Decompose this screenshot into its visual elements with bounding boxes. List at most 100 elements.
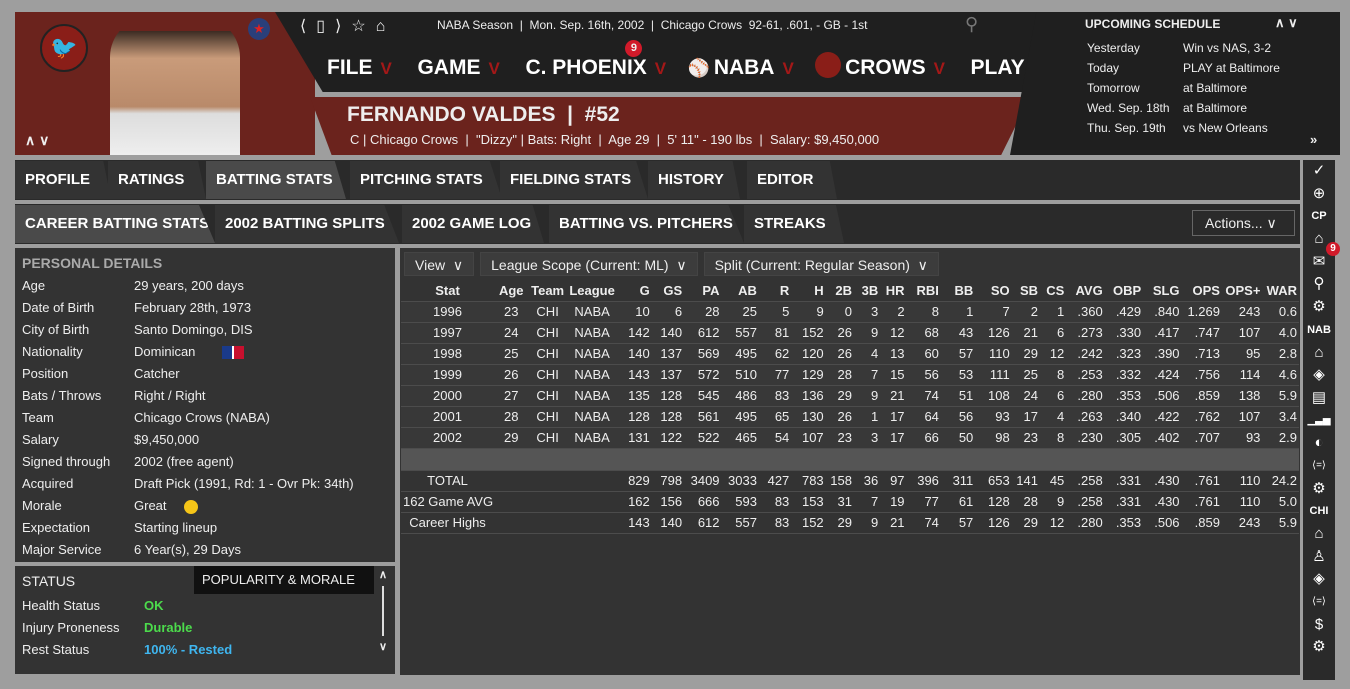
- table-row[interactable]: 2002 29 CHI NABA 131 122 522 465 54 107 23 3 17 66 50 9…: [401, 427, 1299, 449]
- column-header[interactable]: AVG: [1066, 280, 1105, 302]
- scrollbar[interactable]: ∧ ∨: [379, 569, 388, 653]
- home-icon[interactable]: ⌂: [1314, 343, 1324, 361]
- gear-icon[interactable]: ⚙: [1312, 298, 1326, 316]
- league-scope-dropdown[interactable]: League Scope (Current: ML) ∨: [480, 252, 698, 276]
- back-icon[interactable]: ⟨: [300, 18, 317, 35]
- actions-button[interactable]: Actions... ∨: [1192, 210, 1295, 236]
- tab-pitching-stats[interactable]: PITCHING STATS: [350, 161, 502, 199]
- subtab-vs-pitchers[interactable]: BATTING VS. PITCHERS: [549, 205, 744, 243]
- column-header[interactable]: RBI: [906, 280, 941, 302]
- menu-crows[interactable]: CROWS V: [815, 52, 945, 79]
- tab-fielding-stats[interactable]: FIELDING STATS: [500, 161, 648, 199]
- tab-editor[interactable]: EDITOR: [747, 161, 837, 199]
- location-icon[interactable]: ◈: [1313, 570, 1325, 588]
- tab-ratings[interactable]: RATINGS: [108, 161, 206, 199]
- nav-buttons[interactable]: ⟨▯⟩☆⌂: [300, 16, 395, 36]
- star-icon[interactable]: ☆: [351, 18, 376, 35]
- tab-popularity-morale[interactable]: POPULARITY & MORALE: [194, 566, 374, 594]
- view-dropdown[interactable]: View ∨: [404, 252, 475, 276]
- menu-naba[interactable]: ⚾ NABA V: [687, 56, 794, 79]
- expand-icon[interactable]: »: [1310, 132, 1318, 147]
- table-cell: 122: [651, 427, 685, 449]
- column-header[interactable]: HR: [880, 280, 907, 302]
- schedule-row[interactable]: Today PLAY at Baltimore: [1087, 58, 1280, 78]
- team-logo[interactable]: 🐦: [40, 24, 88, 72]
- home-icon[interactable]: ⌂: [1314, 230, 1324, 248]
- menu-game[interactable]: GAME V: [417, 56, 500, 79]
- column-header[interactable]: SB: [1011, 280, 1040, 302]
- transaction-icon[interactable]: ⟨=⟩: [1312, 459, 1326, 471]
- baseball-icon[interactable]: ◐: [1314, 434, 1324, 452]
- table-cell: 569: [684, 343, 722, 365]
- table-row[interactable]: 2000 27 CHI NABA 135 128 545 486 83 136 29 9 21 74 51 1…: [401, 385, 1299, 407]
- table-row[interactable]: 1996 23 CHI NABA 10 6 28 25 5 9 0 3 2 8 1 7 2 1.360.429.8…: [401, 301, 1299, 323]
- subtab-streaks[interactable]: STREAKS: [744, 205, 844, 243]
- gear-icon[interactable]: ⚙: [1312, 479, 1326, 497]
- column-header[interactable]: BB: [940, 280, 976, 302]
- id-card-icon[interactable]: ▤: [1311, 388, 1327, 406]
- column-header[interactable]: OPS: [1181, 280, 1222, 302]
- forward-icon[interactable]: ⟩: [335, 18, 352, 35]
- summary-row[interactable]: Career Highs 143 140 612 557 83 152 29 9 21 74 57 12…: [401, 512, 1299, 534]
- summary-row[interactable]: 162 Game AVG 162 156 666 593 83 153 31 7 19 77 61 12…: [401, 491, 1299, 513]
- column-header[interactable]: AB: [721, 280, 759, 302]
- tab-batting-stats[interactable]: BATTING STATS: [206, 161, 346, 199]
- tab-history[interactable]: HISTORY: [648, 161, 740, 199]
- bar-chart-icon[interactable]: ▁▃▅: [1307, 414, 1331, 426]
- mail-icon[interactable]: ✉ 9: [1303, 241, 1340, 274]
- schedule-row[interactable]: Thu. Sep. 19th vs New Orleans: [1087, 118, 1280, 138]
- gear-icon[interactable]: ⚙: [1312, 638, 1326, 656]
- home-icon[interactable]: ⌂: [375, 18, 396, 35]
- column-header[interactable]: R: [758, 280, 792, 302]
- column-header[interactable]: CS: [1040, 280, 1067, 302]
- column-header[interactable]: 3B: [853, 280, 881, 302]
- status-row: Health Status OK: [22, 595, 164, 617]
- column-header[interactable]: PA: [684, 280, 722, 302]
- home-icon[interactable]: ⌂: [1314, 525, 1324, 542]
- dollar-icon[interactable]: $: [1314, 615, 1324, 633]
- column-header[interactable]: G: [617, 280, 652, 302]
- bookmark-icon[interactable]: ▯: [316, 18, 336, 35]
- column-header[interactable]: SLG: [1143, 280, 1182, 302]
- table-row[interactable]: 1997 24 CHI NABA 142 140 612 557 81 152 26 9 12 68 43 1…: [401, 322, 1299, 344]
- column-header[interactable]: Team: [528, 280, 567, 302]
- schedule-scroll[interactable]: ∧ ∨: [1275, 15, 1298, 30]
- tab-profile[interactable]: PROFILE: [15, 161, 111, 199]
- column-header[interactable]: League: [566, 280, 618, 302]
- column-header[interactable]: 2B: [825, 280, 854, 302]
- table-cell: 24: [494, 322, 529, 344]
- schedule-row[interactable]: Wed. Sep. 18th at Baltimore: [1087, 98, 1280, 118]
- roster-icon[interactable]: ♙: [1312, 547, 1326, 565]
- column-header[interactable]: H: [791, 280, 826, 302]
- transaction-icon[interactable]: ⟨=⟩: [1312, 596, 1326, 608]
- column-header[interactable]: OBP: [1104, 280, 1144, 302]
- column-header[interactable]: SO: [975, 280, 1012, 302]
- personal-title: PERSONAL DETAILS: [22, 255, 163, 271]
- table-row[interactable]: 2001 28 CHI NABA 128 128 561 495 65 130 26 1 17 64 56 9…: [401, 406, 1299, 428]
- menu-phoenix[interactable]: C. PHOENIX 9 V: [525, 40, 667, 79]
- schedule-row[interactable]: Yesterday Win vs NAS, 3-2: [1087, 38, 1280, 58]
- globe-icon[interactable]: ⊕: [1312, 184, 1326, 202]
- player-nav-arrows[interactable]: ∧ ∨: [25, 132, 50, 148]
- column-header[interactable]: GS: [651, 280, 685, 302]
- summary-row[interactable]: TOTAL 829 798 3409 3033 427 783 158 36 97 396 311 65…: [401, 470, 1299, 492]
- column-header[interactable]: OPS+: [1221, 280, 1263, 302]
- table-cell: .305: [1104, 427, 1144, 449]
- table-cell: .430: [1143, 470, 1182, 492]
- column-header[interactable]: Age: [494, 280, 529, 302]
- table-row[interactable]: 1999 26 CHI NABA 143 137 572 510 77 129 28 7 15 56 53 1…: [401, 364, 1299, 386]
- search-icon[interactable]: ⚲: [965, 14, 979, 34]
- subtab-career-batting[interactable]: CAREER BATTING STATS: [15, 205, 215, 243]
- column-header[interactable]: Stat: [401, 280, 495, 302]
- subtab-batting-splits[interactable]: 2002 BATTING SPLITS: [215, 205, 399, 243]
- schedule-row[interactable]: Tomorrow at Baltimore: [1087, 78, 1280, 98]
- status-title[interactable]: STATUS: [22, 573, 76, 589]
- column-header[interactable]: WAR: [1262, 280, 1299, 302]
- split-dropdown[interactable]: Split (Current: Regular Season) ∨: [703, 252, 939, 276]
- check-icon[interactable]: ✓: [1312, 162, 1326, 179]
- location-icon[interactable]: ◈: [1313, 366, 1325, 384]
- menu-file[interactable]: FILE V: [327, 56, 392, 79]
- table-row[interactable]: 1998 25 CHI NABA 140 137 569 495 62 120 26 4 13 60 57 1…: [401, 343, 1299, 365]
- search-icon[interactable]: ⚲: [1313, 275, 1325, 293]
- subtab-game-log[interactable]: 2002 GAME LOG: [402, 205, 544, 243]
